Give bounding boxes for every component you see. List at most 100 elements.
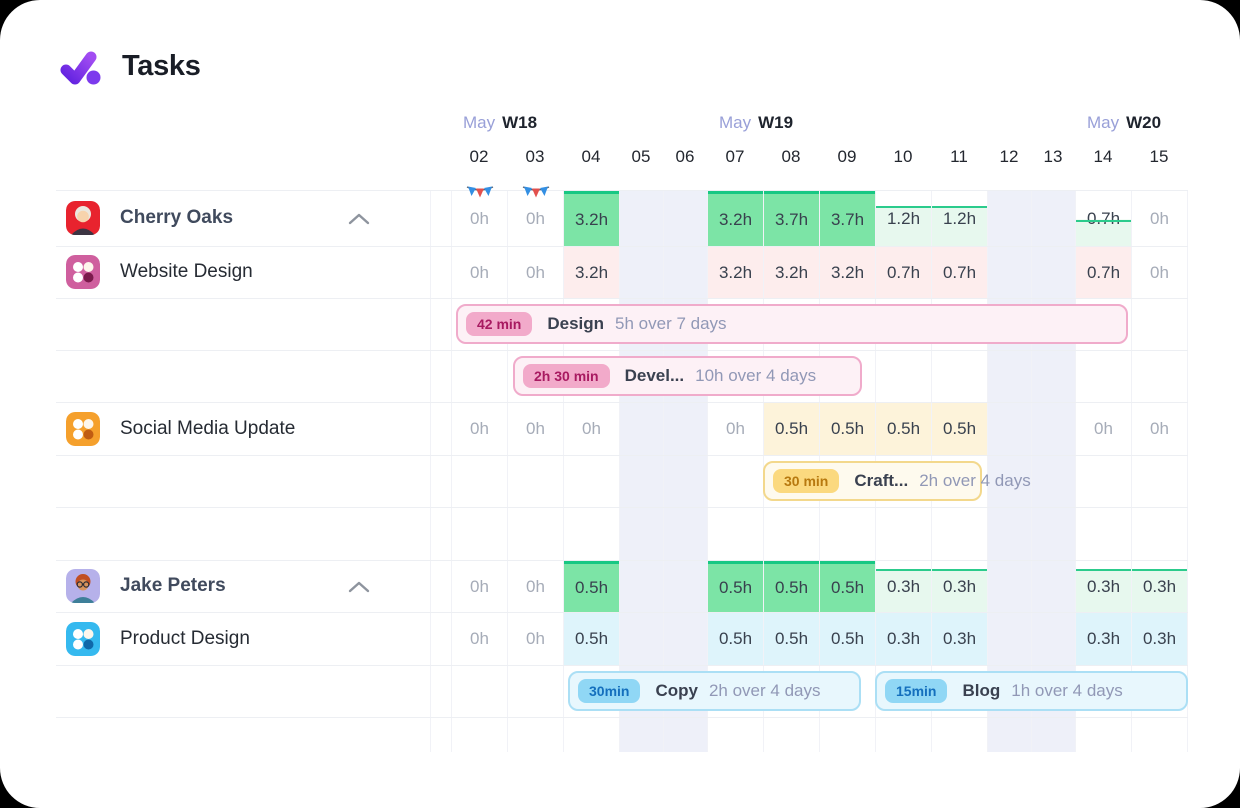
task-cell-website-design-day-02[interactable]: 0h bbox=[452, 247, 507, 298]
capacity-level-line bbox=[932, 569, 987, 572]
summary-cell-jake-peters-day-07: 0.5h bbox=[708, 561, 763, 612]
group-name-label: Cherry Oaks bbox=[120, 207, 234, 228]
task-cell-social-media-update-day-03[interactable]: 0h bbox=[508, 403, 563, 455]
task-cell-website-design-day-10[interactable]: 0.7h bbox=[876, 247, 931, 298]
page-title: Tasks bbox=[122, 50, 201, 82]
task-cell-website-design-day-04[interactable]: 3.2h bbox=[564, 247, 619, 298]
date-header-label: 10 bbox=[893, 147, 913, 166]
hours-value: 0.7h bbox=[1086, 262, 1121, 282]
hours-value: 0.5h bbox=[942, 419, 977, 438]
hours-value: 0h bbox=[1150, 208, 1169, 228]
task-name-label: Social Media Update bbox=[120, 417, 296, 439]
task-row-website-design[interactable]: Website Design bbox=[120, 246, 253, 298]
hours-value: 0.7h bbox=[942, 262, 977, 282]
grid-horizontal-line bbox=[56, 402, 1188, 403]
summary-cell-jake-peters-day-11: 0.3h bbox=[932, 561, 987, 612]
hours-value: 0h bbox=[526, 262, 545, 282]
hours-value: 0h bbox=[582, 419, 601, 438]
task-cell-social-media-update-day-07[interactable]: 0h bbox=[708, 403, 763, 455]
hours-value: 3.7h bbox=[774, 210, 809, 229]
hours-value: 3.2h bbox=[718, 210, 753, 229]
weekend-stripe bbox=[987, 190, 1031, 752]
summary-cell-jake-peters-day-10: 0.3h bbox=[876, 561, 931, 612]
hours-value: 0h bbox=[526, 576, 545, 596]
task-cell-social-media-update-day-08[interactable]: 0.5h bbox=[764, 403, 819, 455]
grid-vertical-line bbox=[430, 190, 431, 752]
hours-value: 0h bbox=[470, 629, 489, 648]
task-cell-product-design-day-03[interactable]: 0h bbox=[508, 613, 563, 665]
group-row-cherry-oaks[interactable]: Cherry Oaks bbox=[120, 190, 233, 246]
hours-value: 0h bbox=[470, 576, 489, 596]
date-header-label: 11 bbox=[950, 147, 968, 166]
grid-horizontal-line bbox=[56, 350, 1188, 351]
task-cell-social-media-update-day-02[interactable]: 0h bbox=[452, 403, 507, 455]
task-row-product-design[interactable]: Product Design bbox=[120, 612, 250, 665]
grid-vertical-line bbox=[451, 190, 452, 752]
task-cell-product-design-day-10[interactable]: 0.3h bbox=[876, 613, 931, 665]
task-cell-social-media-update-day-09[interactable]: 0.5h bbox=[820, 403, 875, 455]
task-cell-website-design-day-07[interactable]: 3.2h bbox=[708, 247, 763, 298]
hours-value: 0.5h bbox=[830, 578, 865, 597]
task-cell-social-media-update-day-10[interactable]: 0.5h bbox=[876, 403, 931, 455]
weekend-stripe bbox=[619, 190, 663, 752]
hours-value: 0.3h bbox=[1142, 576, 1177, 596]
grid-horizontal-line bbox=[56, 507, 1188, 508]
grid-horizontal-line bbox=[56, 665, 1188, 666]
task-cell-product-design-day-11[interactable]: 0.3h bbox=[932, 613, 987, 665]
summary-cell-jake-peters-day-15: 0.3h bbox=[1132, 561, 1187, 612]
task-bar-title: Craft... bbox=[854, 471, 909, 490]
task-bar-title: Blog bbox=[962, 681, 1001, 700]
task-cell-social-media-update-day-14[interactable]: 0h bbox=[1076, 403, 1131, 455]
task-bar-devel[interactable]: 2h 30 min Devel... 10h over 4 days bbox=[513, 356, 862, 396]
summary-cell-jake-peters-day-04: 0.5h bbox=[564, 561, 619, 612]
summary-cell-cherry-oaks-day-04: 3.2h bbox=[564, 191, 619, 246]
task-cell-website-design-day-08[interactable]: 3.2h bbox=[764, 247, 819, 298]
task-cell-website-design-day-11[interactable]: 0.7h bbox=[932, 247, 987, 298]
chevron-up-icon[interactable] bbox=[348, 580, 370, 593]
task-cell-website-design-day-14[interactable]: 0.7h bbox=[1076, 247, 1131, 298]
hours-value: 3.2h bbox=[574, 262, 609, 282]
hours-value: 0.7h bbox=[886, 262, 921, 282]
task-bar-blog[interactable]: 15min Blog 1h over 4 days bbox=[875, 671, 1188, 711]
grid-vertical-line bbox=[663, 190, 664, 752]
chevron-up-icon[interactable] bbox=[348, 212, 370, 225]
task-cell-social-media-update-day-11[interactable]: 0.5h bbox=[932, 403, 987, 455]
task-bar-meta: 1h over 4 days bbox=[1011, 681, 1123, 700]
task-cell-product-design-day-09[interactable]: 0.5h bbox=[820, 613, 875, 665]
month-label: May bbox=[719, 113, 752, 132]
hours-value: 0.5h bbox=[774, 629, 809, 648]
task-cell-product-design-day-04[interactable]: 0.5h bbox=[564, 613, 619, 665]
hours-value: 0.3h bbox=[942, 629, 977, 648]
grid-vertical-line bbox=[563, 190, 564, 752]
task-cell-product-design-day-08[interactable]: 0.5h bbox=[764, 613, 819, 665]
task-cell-social-media-update-day-15[interactable]: 0h bbox=[1132, 403, 1187, 455]
date-header-label: 05 bbox=[631, 147, 651, 166]
task-cell-website-design-day-15[interactable]: 0h bbox=[1132, 247, 1187, 298]
task-cell-social-media-update-day-04[interactable]: 0h bbox=[564, 403, 619, 455]
task-cell-product-design-day-15[interactable]: 0.3h bbox=[1132, 613, 1187, 665]
task-row-social-media-update[interactable]: Social Media Update bbox=[120, 402, 295, 455]
hours-value: 0h bbox=[526, 208, 545, 228]
task-cell-product-design-day-02[interactable]: 0h bbox=[452, 613, 507, 665]
task-bar-craft[interactable]: 30 min Craft... 2h over 4 days bbox=[763, 461, 1031, 501]
date-header-label: 12 bbox=[999, 147, 1019, 166]
hours-value: 0.5h bbox=[774, 578, 809, 597]
task-cell-product-design-day-14[interactable]: 0.3h bbox=[1076, 613, 1131, 665]
date-header-label: 14 bbox=[1093, 147, 1113, 166]
group-row-jake-peters[interactable]: Jake Peters bbox=[120, 560, 226, 612]
hours-value: 0.5h bbox=[574, 629, 609, 648]
hours-value: 0.3h bbox=[1142, 629, 1177, 648]
task-bar-title: Devel... bbox=[624, 366, 685, 385]
task-cell-product-design-day-07[interactable]: 0.5h bbox=[708, 613, 763, 665]
task-bar-copy[interactable]: 30min Copy 2h over 4 days bbox=[568, 671, 861, 711]
hours-value: 0h bbox=[1150, 262, 1169, 282]
hours-value: 0.5h bbox=[774, 419, 809, 438]
duration-badge: 42 min bbox=[466, 312, 533, 336]
date-header-label: 03 bbox=[525, 147, 545, 166]
hours-value: 3.7h bbox=[830, 210, 865, 229]
grid-horizontal-line bbox=[56, 190, 1188, 191]
task-cell-website-design-day-09[interactable]: 3.2h bbox=[820, 247, 875, 298]
task-cell-website-design-day-03[interactable]: 0h bbox=[508, 247, 563, 298]
task-bar-design[interactable]: 42 min Design 5h over 7 days bbox=[456, 304, 1128, 344]
